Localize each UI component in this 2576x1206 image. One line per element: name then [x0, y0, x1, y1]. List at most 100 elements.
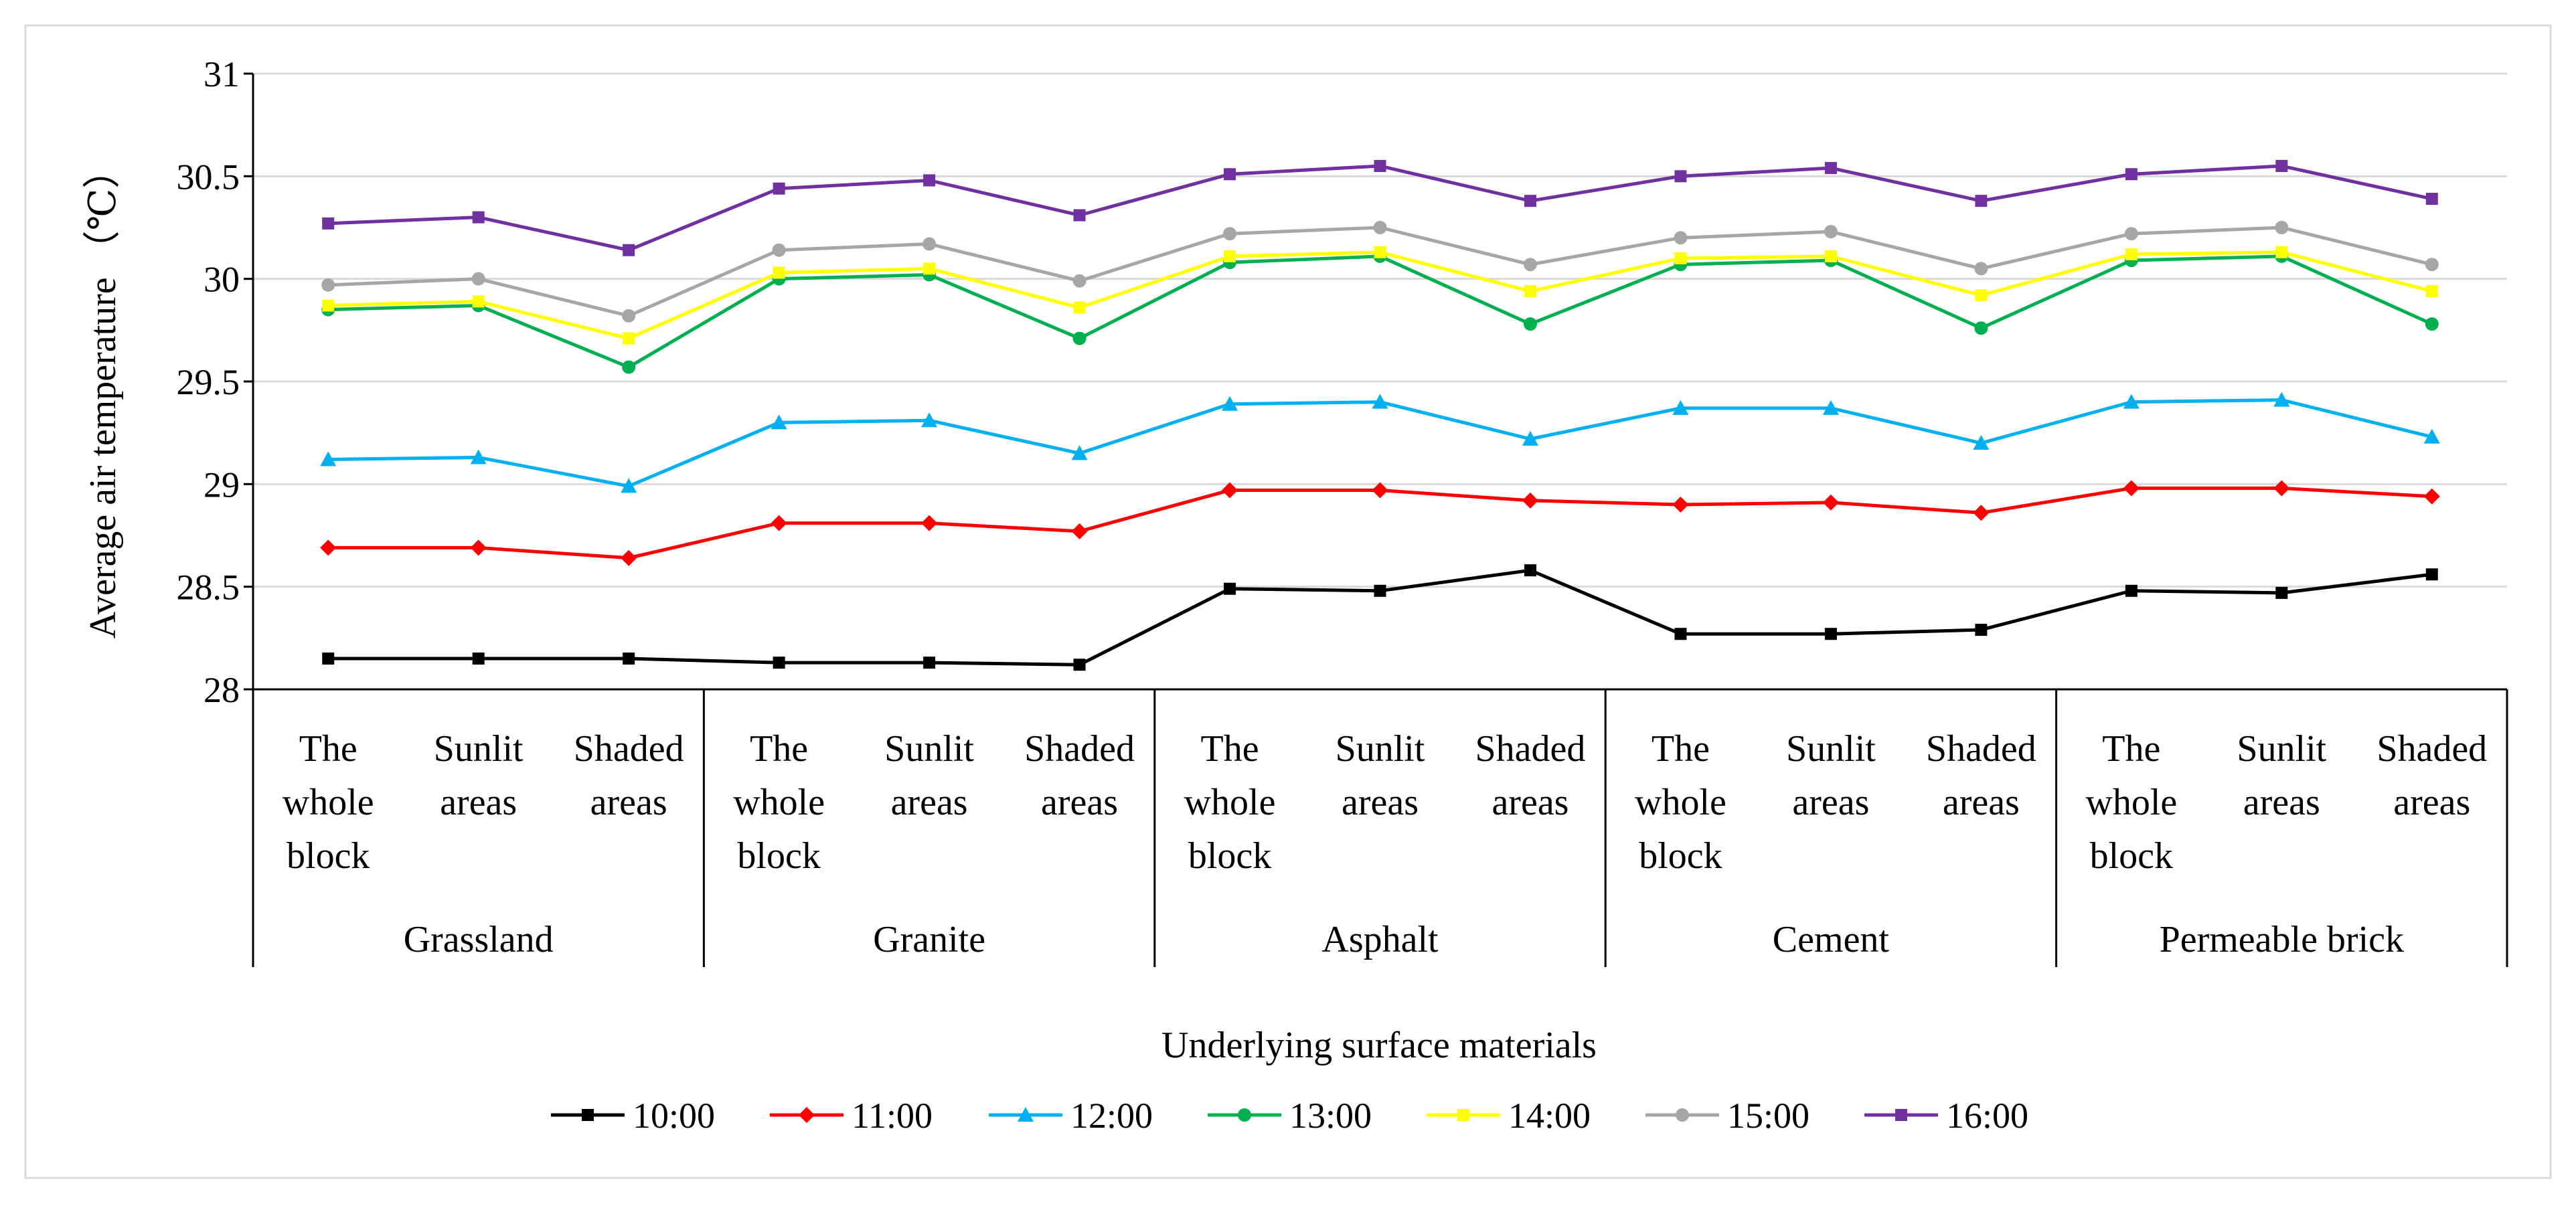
data-point [1071, 445, 1088, 460]
data-point [923, 174, 936, 187]
data-point [1374, 246, 1386, 258]
data-point [2275, 160, 2288, 172]
data-point [2124, 227, 2138, 241]
data-point [1973, 505, 1990, 521]
data-point [2275, 246, 2288, 258]
data-point [1674, 252, 1687, 264]
series-group [320, 160, 2440, 671]
data-point [1975, 624, 1988, 636]
data-point [1073, 209, 1086, 222]
subcategory-label: The [750, 728, 808, 770]
data-point [1822, 400, 1839, 415]
data-point [1672, 400, 1689, 415]
legend-item: 15:00 [1645, 1096, 1809, 1136]
legend-label: 10:00 [633, 1096, 715, 1136]
subcategory-label: areas [1792, 782, 1869, 823]
subcategory-label: Sunlit [1336, 728, 1425, 770]
subcategory-label: Shaded [2377, 728, 2487, 770]
data-point [1824, 225, 1838, 239]
data-point [623, 653, 635, 665]
y-tick-label: 29 [204, 464, 240, 505]
subcategory-label: The [1201, 728, 1259, 770]
subcategory-label: block [1639, 835, 1722, 877]
data-point [2123, 394, 2140, 409]
data-point [1071, 523, 1088, 539]
data-point [322, 653, 335, 665]
series-1600 [322, 160, 2438, 256]
subcategory-label: whole [1184, 782, 1276, 823]
data-point [773, 657, 785, 669]
chart-frame [24, 24, 2552, 1179]
legend-item: 16:00 [1864, 1096, 2028, 1136]
subcategory-label: The [299, 728, 357, 770]
data-point [1072, 274, 1086, 288]
subcategory-label: Shaded [1926, 728, 2036, 770]
data-point [773, 266, 785, 279]
group-label: Asphalt [1321, 919, 1439, 960]
data-point [1373, 221, 1387, 234]
group-label: Cement [1773, 919, 1890, 960]
subcategory-label: whole [733, 782, 825, 823]
subcategory-label: areas [891, 782, 968, 823]
legend-label: 15:00 [1727, 1096, 1809, 1136]
data-point [923, 262, 936, 275]
data-point [771, 515, 787, 531]
data-point [1974, 262, 1988, 276]
subcategory-label: Sunlit [2237, 728, 2326, 770]
legend-marker [799, 1107, 815, 1123]
data-point [320, 539, 337, 556]
data-point [621, 549, 637, 566]
subcategory-label: block [287, 835, 370, 877]
data-point [470, 449, 487, 464]
data-point [1372, 482, 1388, 499]
data-point [1374, 584, 1386, 597]
subcategory-label: areas [440, 782, 517, 823]
legend-marker [1895, 1109, 1907, 1121]
subcategory-label: block [1188, 835, 1271, 877]
subcategory-label: whole [283, 782, 374, 823]
data-point [1372, 394, 1388, 409]
data-point [320, 451, 337, 466]
data-point [2275, 586, 2288, 599]
data-point [1222, 396, 1238, 411]
data-point [2425, 317, 2439, 331]
data-point [2275, 221, 2289, 234]
subcategory-label: whole [2085, 782, 2177, 823]
legend-marker [1457, 1109, 1469, 1121]
data-point [1672, 497, 1689, 513]
data-point [471, 272, 485, 286]
data-point [1824, 628, 1837, 640]
data-point [321, 278, 335, 292]
data-point [2425, 258, 2439, 272]
axes: 28 28.5 29 29.5 30 30.5 31 [177, 54, 2507, 710]
legend-item: 11:00 [770, 1096, 933, 1136]
data-point [1523, 258, 1537, 272]
data-point [1524, 564, 1536, 577]
legend: 10:00 11:00 12:00 13:00 14:00 15:00 16:00 [551, 1096, 2028, 1136]
legend-label: 13:00 [1289, 1096, 1372, 1136]
subcategory-label: Shaded [1475, 728, 1586, 770]
data-point [1522, 430, 1538, 446]
subcategory-label: areas [1342, 782, 1419, 823]
data-point [2423, 428, 2440, 444]
data-point [2273, 392, 2290, 407]
data-point [1973, 435, 1990, 450]
y-tick-label: 28 [204, 670, 240, 710]
data-point [2425, 568, 2438, 581]
data-point [921, 515, 938, 531]
subcategory-label: block [2090, 835, 2173, 877]
data-point [771, 414, 787, 430]
data-point [1674, 628, 1687, 640]
legend-item: 12:00 [989, 1096, 1153, 1136]
subcategory-label: The [1652, 728, 1710, 770]
data-point [2125, 168, 2138, 181]
subcategory-label: block [737, 835, 820, 877]
y-axis-label: Average air temperature （℃） [82, 151, 124, 639]
data-point [1975, 195, 1988, 207]
legend-item: 14:00 [1427, 1096, 1591, 1136]
legend-marker [1238, 1108, 1251, 1122]
series-1500 [321, 221, 2439, 323]
subcategory-label: areas [2243, 782, 2320, 823]
